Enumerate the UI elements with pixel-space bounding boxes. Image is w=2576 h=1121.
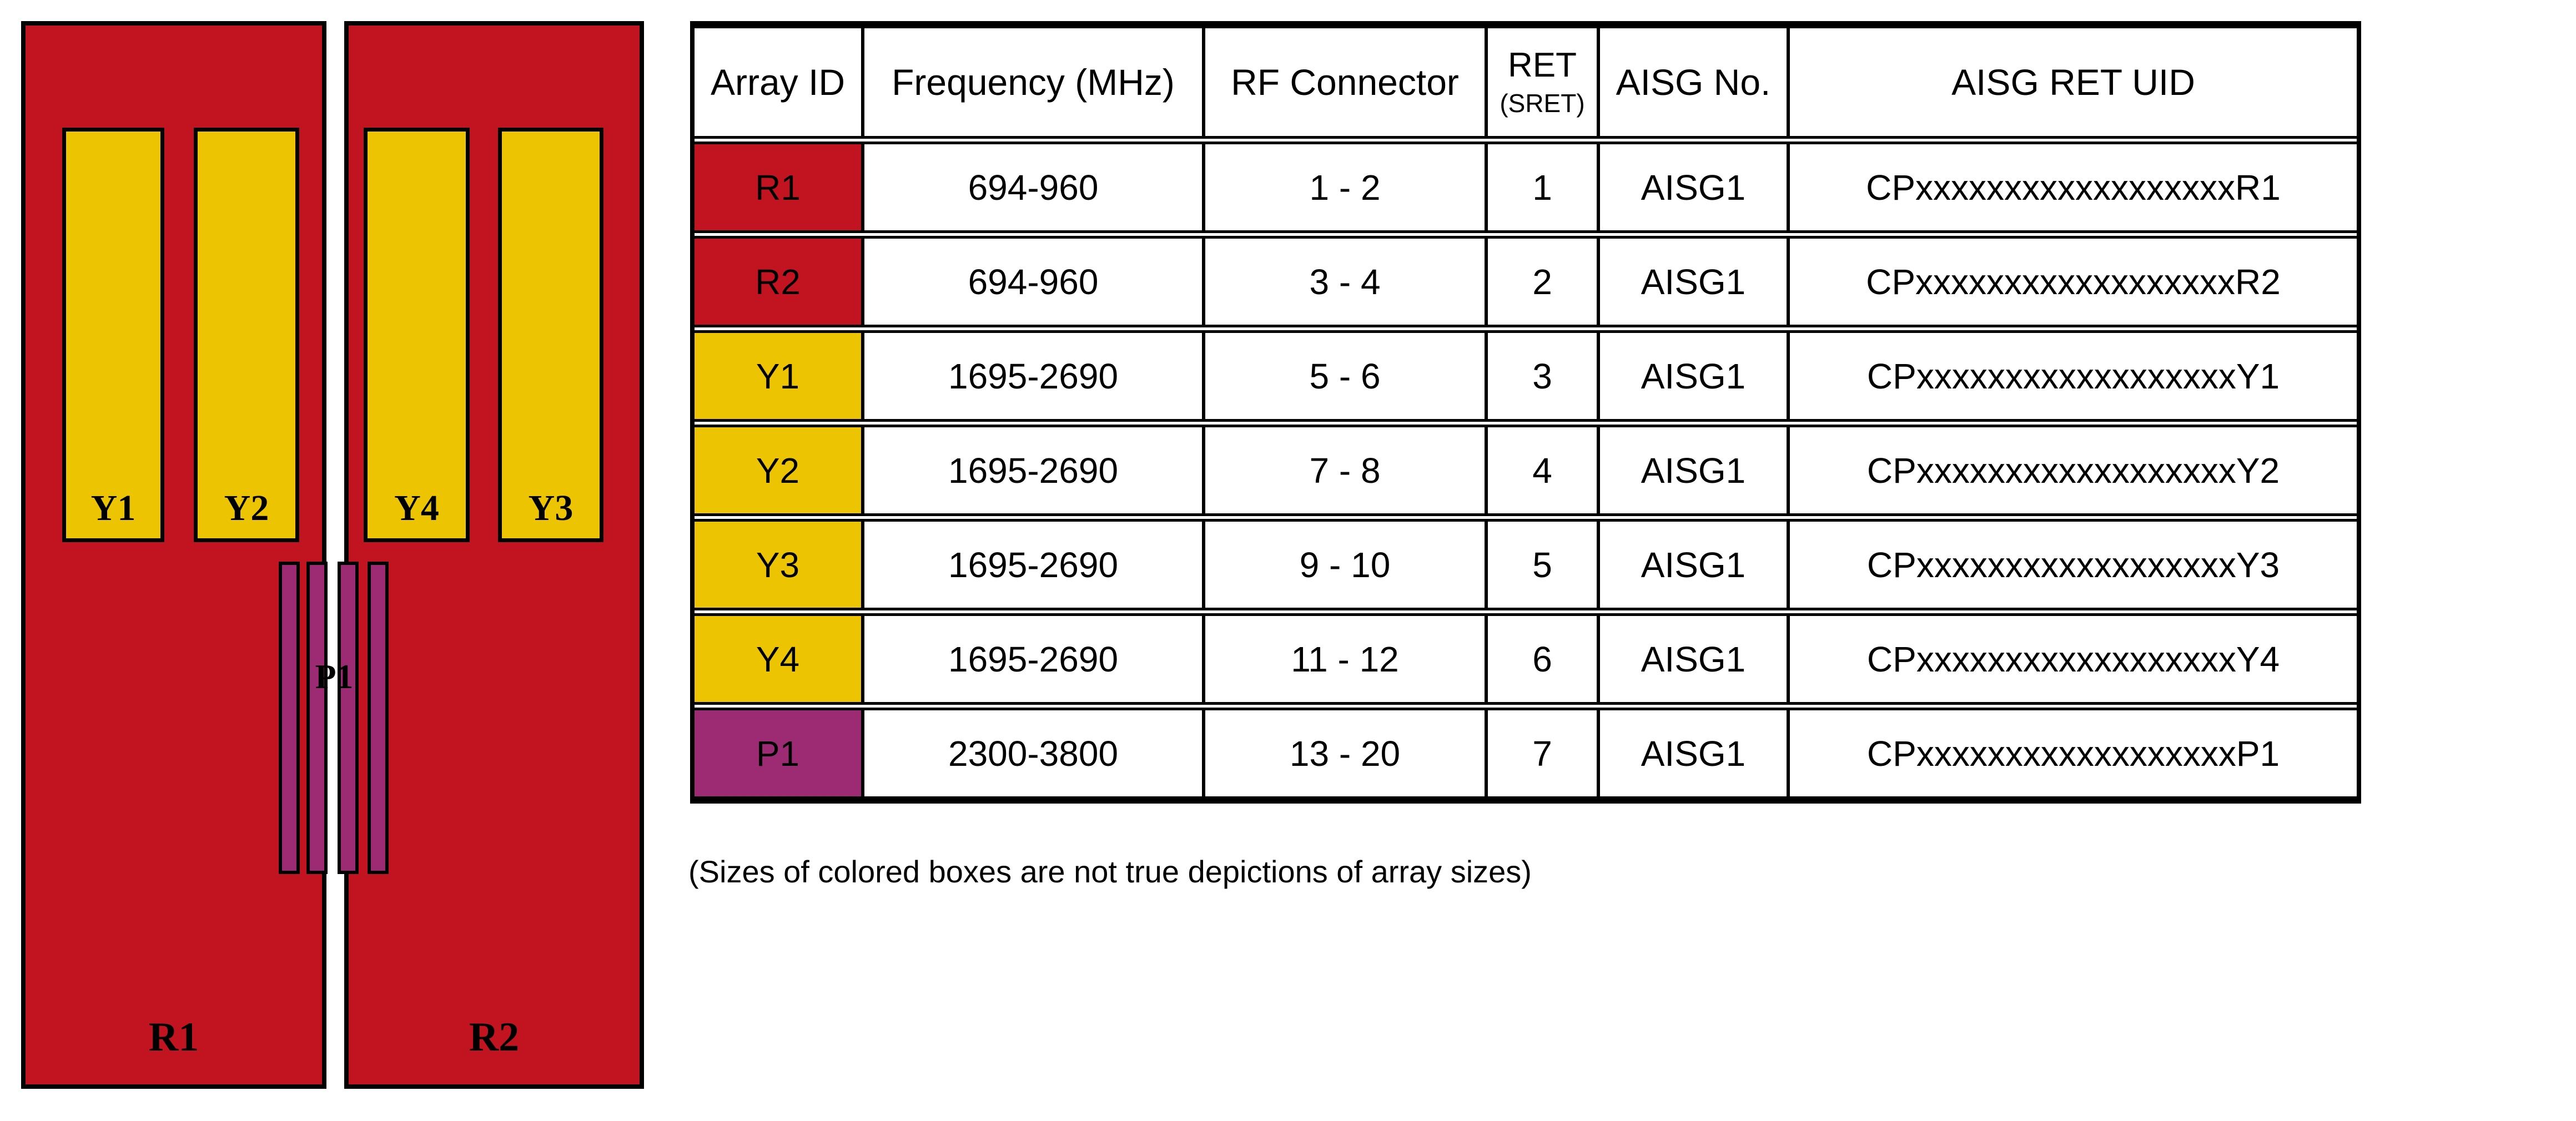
ret-cell: 6 — [1485, 613, 1597, 705]
col-header-frequency: Frequency (MHz) — [861, 26, 1202, 139]
p1-array-strip — [279, 562, 300, 874]
p1-array-strip — [306, 562, 328, 874]
aisg-no-cell: AISG1 — [1597, 236, 1787, 327]
p1-array-strip — [338, 562, 359, 874]
ret-cell: 3 — [1485, 330, 1597, 422]
array-box-y4: Y4 — [364, 128, 470, 542]
array-id-cell: Y2 — [695, 425, 861, 516]
array-box-y3-label: Y3 — [528, 488, 573, 528]
aisg-ret-uid-cell: CPxxxxxxxxxxxxxxxxxxR2 — [1787, 236, 2357, 327]
array-id-cell: R2 — [695, 236, 861, 327]
aisg-ret-uid-cell: CPxxxxxxxxxxxxxxxxxxY4 — [1787, 613, 2357, 705]
frequency-cell: 1695-2690 — [861, 425, 1202, 516]
aisg-no-cell: AISG1 — [1597, 142, 1787, 233]
col-header-rf-connector: RF Connector — [1202, 26, 1485, 139]
frequency-cell: 1695-2690 — [861, 519, 1202, 610]
p1-array-strip — [368, 562, 389, 874]
aisg-no-cell: AISG1 — [1597, 519, 1787, 610]
diagram-footnote: (Sizes of colored boxes are not true dep… — [688, 854, 1532, 889]
rf-connector-cell: 11 - 12 — [1202, 613, 1485, 705]
col-header-ret: RET (SRET) — [1485, 26, 1597, 139]
array-box-y2: Y2 — [194, 128, 299, 542]
rf-connector-cell: 3 - 4 — [1202, 236, 1485, 327]
col-header-ret-main: RET — [1508, 46, 1577, 84]
p1-array-label: P1 — [315, 658, 354, 696]
frequency-cell: 694-960 — [861, 142, 1202, 233]
array-box-y3: Y3 — [498, 128, 603, 542]
array-id-cell: Y4 — [695, 613, 861, 705]
array-id-cell: Y3 — [695, 519, 861, 610]
ret-cell: 1 — [1485, 142, 1597, 233]
ret-configuration-table: Array ID Frequency (MHz) RF Connector RE… — [690, 21, 2361, 804]
panel-r2-label: R2 — [469, 1014, 520, 1060]
ret-cell: 4 — [1485, 425, 1597, 516]
array-box-y1-label: Y1 — [90, 488, 136, 528]
col-header-ret-sub: (SRET) — [1500, 89, 1585, 118]
array-box-y1: Y1 — [62, 128, 164, 542]
aisg-ret-uid-cell: CPxxxxxxxxxxxxxxxxxxY3 — [1787, 519, 2357, 610]
aisg-no-cell: AISG1 — [1597, 708, 1787, 799]
ret-cell: 2 — [1485, 236, 1597, 327]
frequency-cell: 694-960 — [861, 236, 1202, 327]
ret-cell: 7 — [1485, 708, 1597, 799]
ret-cell: 5 — [1485, 519, 1597, 610]
rf-connector-cell: 7 - 8 — [1202, 425, 1485, 516]
col-header-aisg-ret-uid: AISG RET UID — [1787, 26, 2357, 139]
frequency-cell: 1695-2690 — [861, 613, 1202, 705]
array-box-y4-label: Y4 — [394, 488, 439, 528]
array-id-cell: Y1 — [695, 330, 861, 422]
aisg-no-cell: AISG1 — [1597, 613, 1787, 705]
frequency-cell: 1695-2690 — [861, 330, 1202, 422]
aisg-no-cell: AISG1 — [1597, 330, 1787, 422]
rf-connector-cell: 9 - 10 — [1202, 519, 1485, 610]
col-header-array-id: Array ID — [695, 26, 861, 139]
aisg-ret-uid-cell: CPxxxxxxxxxxxxxxxxxxY2 — [1787, 425, 2357, 516]
panel-r1-label: R1 — [148, 1014, 199, 1060]
aisg-ret-uid-cell: CPxxxxxxxxxxxxxxxxxxY1 — [1787, 330, 2357, 422]
frequency-cell: 2300-3800 — [861, 708, 1202, 799]
rf-connector-cell: 5 - 6 — [1202, 330, 1485, 422]
array-box-y2-label: Y2 — [224, 488, 269, 528]
rf-connector-cell: 13 - 20 — [1202, 708, 1485, 799]
array-id-cell: P1 — [695, 708, 861, 799]
aisg-ret-uid-cell: CPxxxxxxxxxxxxxxxxxxP1 — [1787, 708, 2357, 799]
rf-connector-cell: 1 - 2 — [1202, 142, 1485, 233]
col-header-aisg-no: AISG No. — [1597, 26, 1787, 139]
array-id-cell: R1 — [695, 142, 861, 233]
aisg-ret-uid-cell: CPxxxxxxxxxxxxxxxxxxR1 — [1787, 142, 2357, 233]
aisg-no-cell: AISG1 — [1597, 425, 1787, 516]
